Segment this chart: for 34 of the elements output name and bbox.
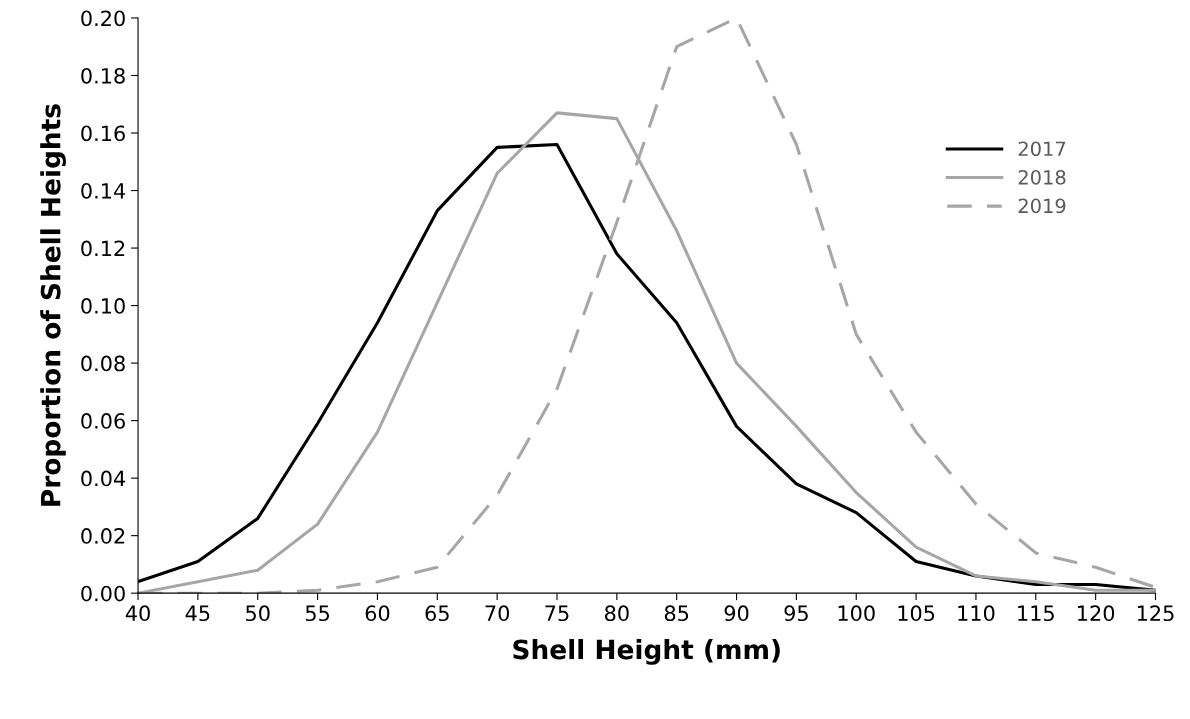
- x-tick-label: 80: [605, 605, 629, 622]
- x-tick-label: 120: [1078, 605, 1115, 622]
- legend-label: 2017: [1018, 141, 1066, 157]
- x-tick-label: 70: [485, 605, 510, 622]
- x-tick-label: 100: [838, 605, 875, 622]
- x-tick-label: 75: [545, 605, 569, 622]
- x-tick-label: 40: [125, 605, 150, 622]
- x-tick-label: 90: [724, 605, 749, 622]
- y-tick-label: 0.06: [81, 413, 125, 429]
- x-tick-label: 110: [958, 605, 995, 622]
- y-tick-label: 0.12: [81, 240, 125, 257]
- y-tick-label: 0.04: [81, 470, 126, 487]
- y-axis-title: Proportion of Shell Heights: [40, 104, 66, 506]
- x-tick-label: 85: [664, 605, 689, 622]
- x-tick-label: 65: [425, 605, 449, 622]
- y-tick-label: 0.20: [81, 10, 125, 27]
- x-tick-label: 125: [1137, 605, 1174, 622]
- y-tick-label: 0.18: [81, 67, 125, 84]
- legend-label: 2018: [1018, 169, 1066, 185]
- y-tick-label: 0.16: [81, 125, 125, 142]
- y-tick-label: 0.14: [81, 182, 126, 199]
- x-tick-label: 55: [305, 605, 330, 622]
- x-axis-title: Shell Height (mm): [513, 639, 780, 665]
- legend-label: 2019: [1018, 198, 1066, 214]
- x-tick-label: 50: [246, 605, 270, 622]
- x-tick-label: 115: [1018, 605, 1054, 622]
- y-tick-label: 0.00: [81, 585, 125, 602]
- x-tick-label: 60: [365, 605, 390, 622]
- y-tick-label: 0.08: [81, 355, 125, 372]
- y-tick-label: 0.02: [81, 528, 125, 544]
- x-tick-label: 95: [784, 605, 808, 622]
- x-tick-label: 105: [898, 605, 935, 622]
- y-tick-label: 0.10: [81, 298, 125, 314]
- x-tick-label: 45: [185, 605, 210, 622]
